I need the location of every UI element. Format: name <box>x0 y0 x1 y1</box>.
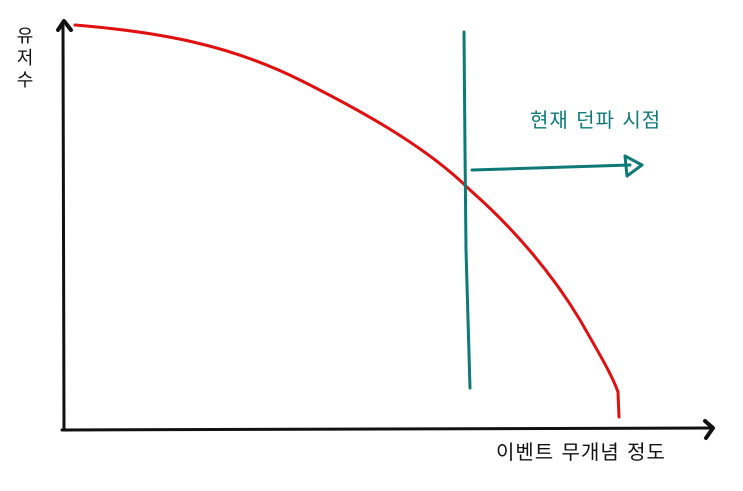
x-axis-arrowhead <box>703 419 715 440</box>
current-point-marker-line <box>462 30 472 390</box>
current-point-arrow-shaft <box>470 163 632 172</box>
x-axis-label: 이벤트 무개념 정도 <box>496 440 666 464</box>
y-axis-label: 유저수 <box>16 26 34 91</box>
current-point-label: 현재 던파 시점 <box>530 108 662 132</box>
user-count-curve <box>73 23 621 419</box>
y-axis-line <box>61 24 66 432</box>
y-axis-arrowhead <box>56 19 73 32</box>
current-point-arrowhead <box>623 154 644 178</box>
x-axis-line <box>60 426 713 432</box>
